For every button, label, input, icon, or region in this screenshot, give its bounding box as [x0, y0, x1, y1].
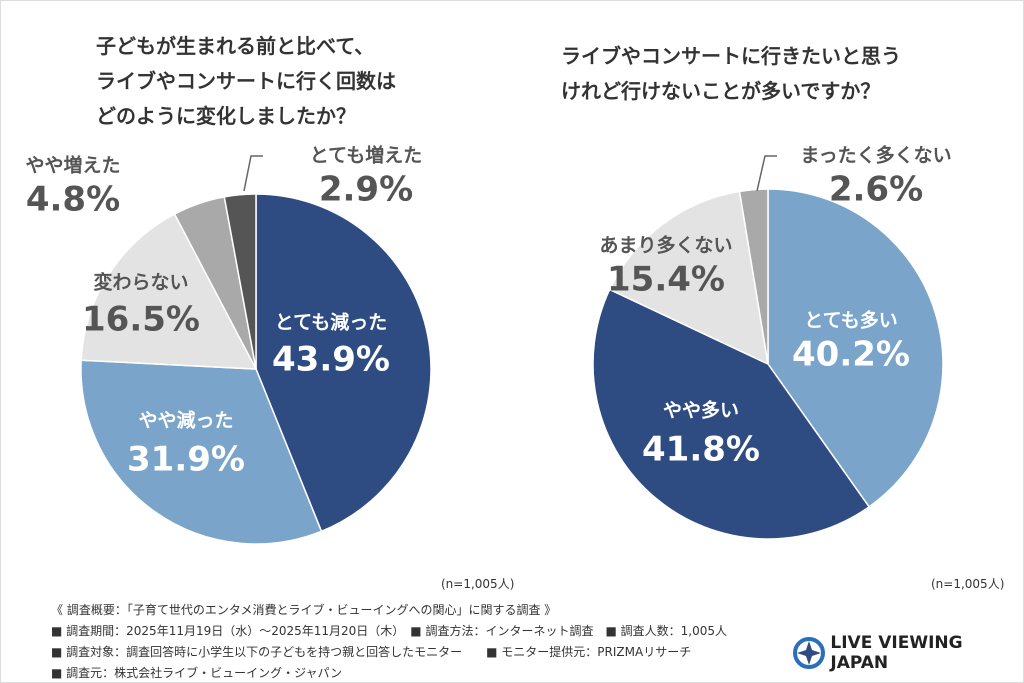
pie-slice — [223, 193, 257, 370]
value-label: 15.4% — [607, 260, 725, 300]
slice-label: あまり多くない — [599, 234, 732, 257]
pie-slice — [592, 288, 871, 540]
slice-label: やや増えた — [25, 154, 120, 177]
pie-slice — [738, 188, 769, 365]
slice-label: やや減った — [138, 409, 233, 432]
pie-slice — [80, 213, 258, 370]
logo-icon — [793, 637, 825, 669]
sample-note: (n=1,005人) — [931, 577, 1005, 591]
slice-label: とても減った — [275, 311, 387, 334]
footer-line: ■ 調査期間：2025年11月19日（水）〜2025年11月20日（木） ■ 調… — [51, 624, 727, 638]
value-label: 40.2% — [792, 335, 910, 375]
value-label: 43.9% — [272, 340, 390, 380]
footer-line: 《 調査概要：「子育て世代のエンタメ消費とライブ・ビューイングへの関心」に関する… — [51, 603, 557, 617]
slice-label: とても増えた — [310, 144, 422, 167]
value-label: 2.6% — [829, 170, 923, 210]
slice-label: とても多い — [804, 309, 897, 332]
value-label: 31.9% — [127, 440, 245, 480]
value-label: 16.5% — [82, 300, 200, 340]
slice-label: 変わらない — [93, 271, 188, 294]
slice-label: やや多い — [663, 399, 739, 422]
pie-slice — [80, 359, 323, 545]
value-label: 4.8% — [26, 180, 120, 220]
leader-line — [756, 155, 777, 192]
slice-label: まったく多くない — [800, 144, 951, 167]
chart-title: ライブやコンサートに行きたいと思う けれど行けないことが多いですか？ — [561, 44, 901, 103]
pie-slice — [255, 193, 432, 533]
pie-slice — [767, 188, 944, 508]
leader-line — [243, 155, 263, 192]
footer-line: ■ 調査対象：調査回答時に小学生以下の子どもを持つ親と回答したモニター ■ モニ… — [51, 645, 692, 659]
sample-note: (n=1,005人) — [441, 577, 515, 591]
value-label: 2.9% — [319, 170, 413, 210]
pie-slice — [608, 190, 769, 366]
chart-title: 子どもが生まれる前と比べて、 ライブやコンサートに行く回数は どのように変化しま… — [96, 34, 396, 128]
value-label: 41.8% — [642, 430, 760, 470]
logo: LIVE VIEWING JAPAN — [791, 633, 1023, 673]
footer-line: ■ 調査元：株式会社ライブ・ビューイング・ジャパン — [51, 666, 343, 680]
logo-text: LIVE VIEWING JAPAN — [830, 633, 963, 673]
